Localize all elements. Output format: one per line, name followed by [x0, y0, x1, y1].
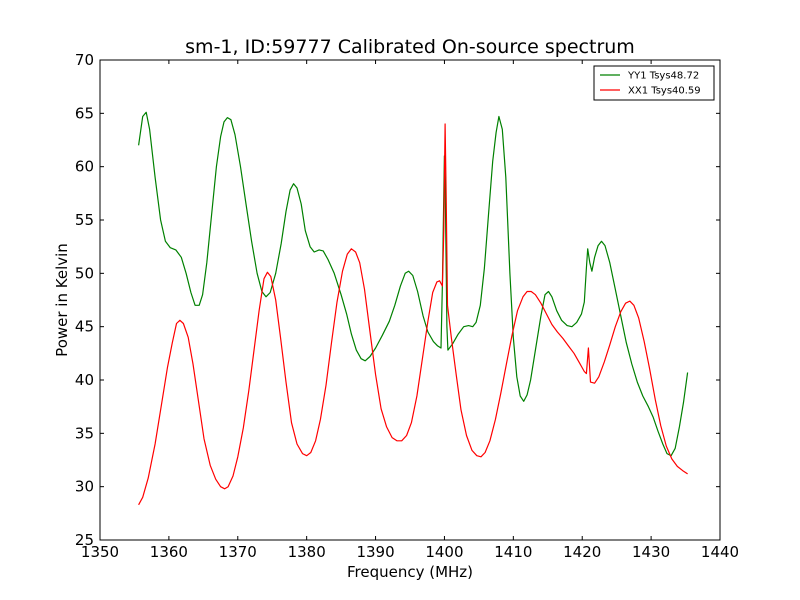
x-axis-label: Frequency (MHz) — [347, 563, 473, 581]
tick-layer: 1350 1360 1370 1380 1390 1400 1410 1420 1430 1440… — [75, 51, 739, 561]
legend-label-yy1: YY1 Tsys48.72 — [627, 71, 699, 82]
x-tick-label-8: 1430 — [632, 543, 670, 561]
y-tick-label-3: 40 — [75, 371, 94, 389]
plot-area — [99, 59, 721, 541]
x-tick-label-1: 1360 — [150, 543, 188, 561]
y-tick-label-7: 60 — [75, 158, 94, 176]
y-tick-label-6: 55 — [75, 211, 94, 229]
x-tick-label-5: 1400 — [425, 543, 463, 561]
y-tick-label-2: 35 — [75, 424, 94, 442]
legend: YY1 Tsys48.72 XX1 Tsys40.59 — [593, 65, 715, 101]
x-tick-label-3: 1380 — [288, 543, 326, 561]
chart-title: sm-1, ID:59777 Calibrated On-source spec… — [185, 36, 635, 58]
y-tick-label-4: 45 — [75, 318, 94, 336]
y-tick-label-9: 70 — [75, 51, 94, 69]
y-tick-label-0: 25 — [75, 531, 94, 549]
x-tick-label-6: 1410 — [494, 543, 532, 561]
x-tick-label-4: 1390 — [356, 543, 394, 561]
series-layer — [138, 111, 689, 506]
series-line-0 — [138, 111, 689, 457]
legend-label-xx1: XX1 Tsys40.59 — [628, 86, 701, 97]
x-tick-label-7: 1420 — [563, 543, 601, 561]
y-tick-label-1: 30 — [75, 478, 94, 496]
x-tick-label-2: 1370 — [219, 543, 257, 561]
series-line-1 — [138, 123, 688, 506]
y-tick-label-5: 50 — [75, 264, 94, 282]
y-tick-label-8: 65 — [75, 104, 94, 122]
x-tick-label-9: 1440 — [701, 543, 739, 561]
legend-box — [593, 65, 715, 101]
x-tick-label-0: 1350 — [81, 543, 119, 561]
y-axis-label: Power in Kelvin — [53, 243, 71, 357]
